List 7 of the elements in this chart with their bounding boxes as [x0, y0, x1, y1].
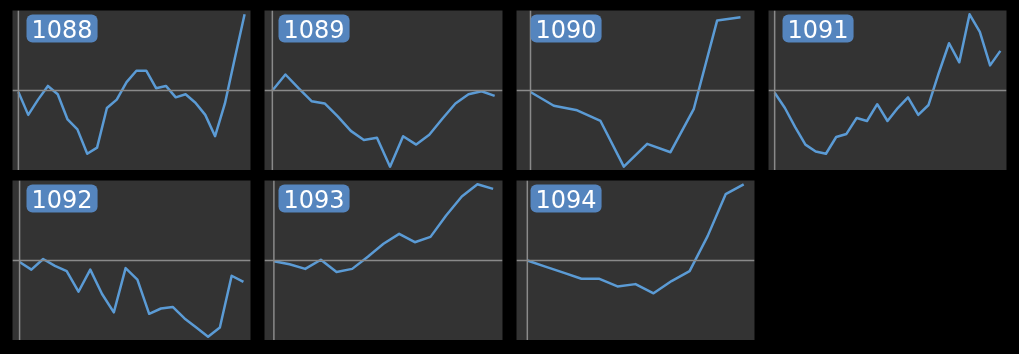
chart-title: 1089 — [283, 15, 345, 44]
chart-title: 1093 — [283, 185, 345, 214]
chart-title: 1090 — [535, 15, 597, 44]
chart-title: 1088 — [31, 15, 93, 44]
chart-title: 1094 — [535, 185, 597, 214]
chart-title: 1092 — [31, 185, 93, 214]
chart-title: 1091 — [787, 15, 849, 44]
